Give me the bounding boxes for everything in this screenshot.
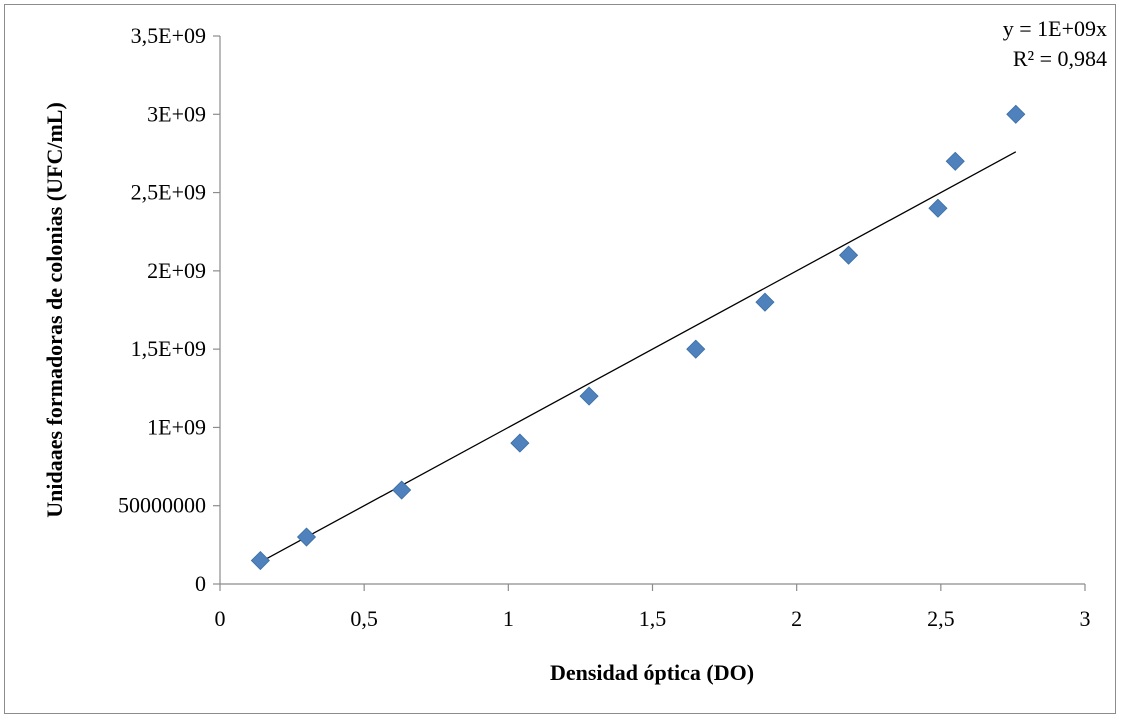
x-axis-title: Densidad óptica (DO): [550, 660, 754, 685]
data-point: [579, 386, 599, 406]
data-point: [755, 292, 775, 312]
chart-frame: [4, 4, 1116, 714]
data-point: [839, 245, 859, 265]
y-tick-label: 0: [195, 571, 206, 596]
data-point: [1006, 104, 1026, 124]
x-tick-label: 0: [215, 606, 226, 631]
y-tick-label: 3E+09: [147, 101, 206, 126]
y-tick-label: 2,5E+09: [131, 180, 206, 205]
x-tick-label: 1,5: [639, 606, 667, 631]
data-point: [392, 480, 412, 500]
x-tick-label: 0,5: [350, 606, 378, 631]
trendline-layer: [260, 151, 1017, 563]
data-point: [250, 550, 270, 571]
trendline: [260, 151, 1017, 563]
data-point: [686, 339, 706, 359]
y-axis-title: Unidaaes formadoras de colonias (UFC/mL): [42, 102, 67, 518]
y-tick-label: 3,5E+09: [131, 23, 206, 48]
data-point: [296, 527, 317, 547]
y-tick-label: 2E+09: [147, 258, 206, 283]
tick-labels: 0 50000000 1E+09 1,5E+09 2E+09 2,5E+09 3E+09 3,…: [118, 23, 1091, 631]
x-tick-label: 1: [503, 606, 514, 631]
y-tick-label: 1E+09: [147, 414, 206, 439]
data-point: [928, 198, 948, 218]
x-tick-label: 3: [1080, 606, 1091, 631]
x-tick-label: 2,5: [927, 606, 955, 631]
x-tick-label: 2: [791, 606, 802, 631]
data-point: [510, 433, 530, 453]
y-tick-label: 1,5E+09: [131, 336, 206, 361]
r-squared-label: R² = 0,984: [1013, 46, 1107, 71]
data-points: [250, 104, 1026, 571]
equation-label: y = 1E+09x: [1003, 16, 1107, 41]
axes: [213, 35, 1086, 591]
data-point: [945, 151, 965, 171]
y-tick-label: 50000000: [118, 493, 206, 518]
